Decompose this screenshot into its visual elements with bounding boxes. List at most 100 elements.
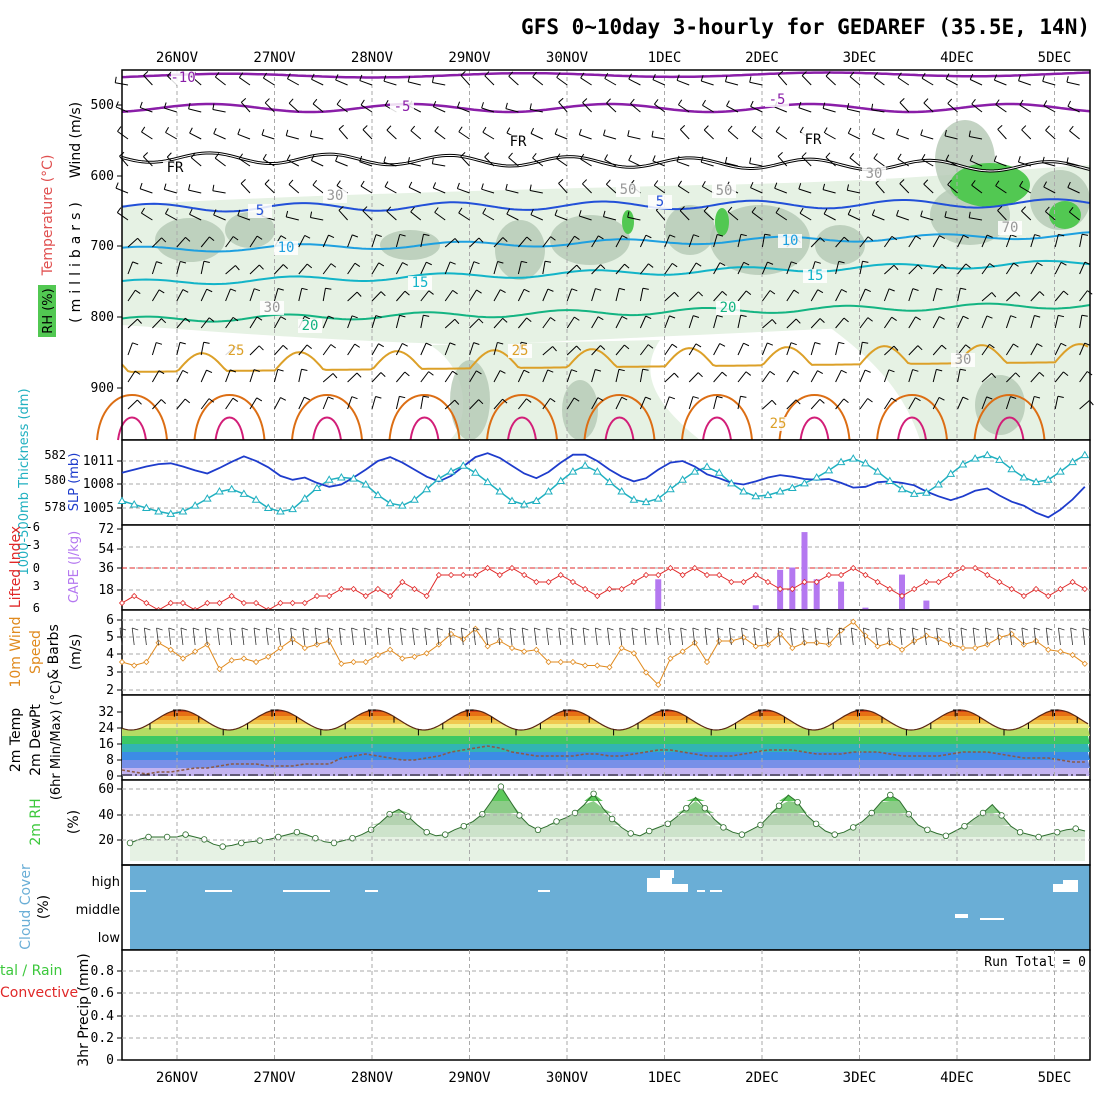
- wind-barb-feather: [936, 287, 943, 291]
- wind-barb-feather: [140, 207, 145, 214]
- wind-barb: [897, 77, 910, 86]
- contour-label-bg: [224, 344, 248, 358]
- wind10m-barb: [814, 627, 818, 646]
- wind-barb-feather: [264, 179, 270, 185]
- wind-barb: [603, 134, 617, 140]
- wind-barb-feather: [280, 316, 287, 320]
- wind-barb: [849, 157, 861, 167]
- wind10m-barb-feather: [375, 627, 383, 631]
- wind-barb-feather: [137, 318, 142, 324]
- wind10m-barb-feather: [790, 627, 797, 631]
- wind-barb-feather: [719, 262, 726, 266]
- cape-bar: [923, 600, 930, 610]
- wind-barb-feather: [912, 288, 919, 291]
- wind-barb-feather: [256, 235, 263, 240]
- wind-barb: [554, 133, 568, 140]
- bottom-date-label: 29NOV: [448, 1070, 491, 1086]
- wind-barb-feather: [158, 370, 165, 375]
- wind-barb-feather: [941, 263, 947, 269]
- wind-barb-feather: [795, 318, 801, 324]
- rh2m-point: [1035, 833, 1042, 841]
- wind-barb: [322, 288, 326, 302]
- wind-barb-feather: [456, 182, 460, 189]
- wind-barb-feather: [304, 396, 310, 401]
- wind-barb: [264, 183, 275, 194]
- contour-label-bg: [862, 167, 886, 181]
- wind-barb-feather: [213, 209, 217, 216]
- wind-barb-feather: [432, 101, 437, 107]
- contour-label: FR: [805, 132, 822, 148]
- wind-barb: [164, 188, 177, 194]
- li-point: [533, 578, 540, 586]
- wind10m-barb-feather: [448, 627, 456, 631]
- wind-barb: [493, 398, 503, 410]
- li-point: [630, 578, 637, 586]
- rh-blob: [495, 220, 545, 280]
- wind-barb: [165, 132, 178, 140]
- li-point: [777, 585, 784, 593]
- wind-barb-feather: [679, 206, 685, 212]
- wind-barb-feather: [993, 155, 997, 162]
- cape-tick-label: 54: [98, 542, 114, 557]
- wind-barb: [347, 315, 353, 329]
- wind10m-barb-feather: [327, 627, 334, 631]
- wind-barb-feather: [547, 369, 554, 373]
- wind-barb: [652, 79, 666, 86]
- wind-barb-feather: [310, 154, 315, 161]
- li-point: [716, 571, 723, 579]
- wind-barb-feather: [915, 397, 921, 402]
- wind-barb: [530, 133, 544, 140]
- wind10m-tick-label: 3: [106, 665, 114, 680]
- wind-barb-feather: [578, 128, 582, 135]
- wind-barb: [737, 371, 747, 383]
- wind-barb: [395, 396, 400, 410]
- wind-barb-feather: [1018, 74, 1021, 81]
- wind10m-point: [216, 665, 223, 673]
- wind-barb-feather: [375, 234, 382, 237]
- wind-barb-feather: [354, 343, 360, 348]
- wind10m-barb-feather: [582, 627, 590, 631]
- wind-barb: [273, 369, 279, 383]
- wind-barb-feather: [621, 235, 628, 239]
- wind10m-point: [228, 657, 235, 664]
- wind-barb-feather: [544, 260, 552, 263]
- wind-barb: [579, 215, 592, 221]
- ylabel-convective: Convective: [0, 985, 78, 1001]
- thickness-point: [848, 454, 858, 462]
- wind-barb-feather: [769, 370, 776, 376]
- rh-band-light: [430, 340, 700, 440]
- li-point: [508, 564, 516, 572]
- wind-barb: [312, 103, 324, 113]
- contour-label-bg: [260, 301, 284, 315]
- wind10m-barb: [338, 627, 342, 646]
- wind-barb-feather: [923, 179, 929, 185]
- wind-barb: [678, 185, 690, 194]
- rh-blob: [562, 380, 598, 440]
- rh2m-point: [1053, 829, 1061, 836]
- wind-barb-feather: [386, 125, 392, 131]
- temp2m-tick-label: 8: [106, 753, 114, 768]
- ylabel-precip: 3hr Precip (mm): [76, 953, 92, 1066]
- wind-barb: [164, 107, 177, 113]
- wind-barb-feather: [867, 317, 873, 322]
- wind-barb: [896, 134, 909, 140]
- contour-label: -5: [769, 92, 786, 108]
- wind-barb-feather: [422, 395, 430, 398]
- wind10m-point: [1057, 648, 1064, 655]
- wind-barb: [630, 103, 641, 113]
- li-point: [521, 571, 528, 579]
- wind10m-barb: [485, 627, 489, 646]
- contour-label-bg: [248, 204, 272, 218]
- thickness-point: [787, 483, 797, 492]
- wind-barb: [542, 261, 546, 275]
- wind-barb: [859, 288, 866, 302]
- thickness-point: [532, 496, 541, 504]
- wind-barb: [469, 289, 477, 302]
- thickness-point: [276, 507, 285, 515]
- wind10m-barb-feather: [1070, 627, 1077, 631]
- wind-barb: [702, 104, 714, 113]
- wind-barb: [580, 158, 592, 167]
- li-point: [764, 578, 772, 586]
- thickness-point: [117, 496, 127, 504]
